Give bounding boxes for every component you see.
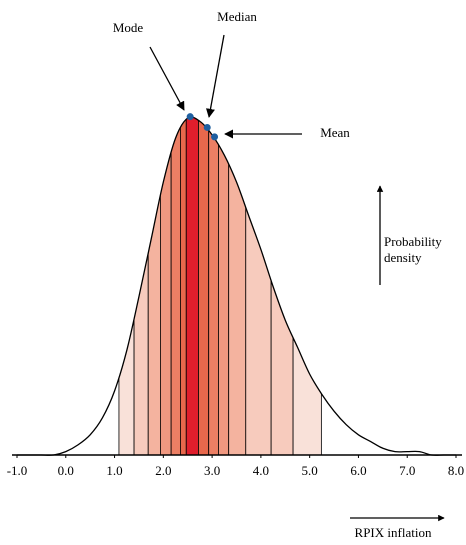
x-tick-label: -1.0	[7, 463, 28, 478]
annotation-label: Mode	[113, 20, 144, 35]
annotation-marker	[186, 113, 194, 121]
fan-band	[180, 116, 187, 456]
fan-band	[185, 116, 199, 456]
fan-band	[198, 116, 210, 456]
annotation-label: Mean	[320, 125, 350, 140]
annotation-marker	[203, 123, 211, 131]
x-tick-label: 0.0	[58, 463, 74, 478]
bands	[118, 116, 322, 456]
x-tick-label: 1.0	[106, 463, 122, 478]
x-tick-label: 6.0	[350, 463, 366, 478]
x-tick-label: 8.0	[448, 463, 464, 478]
fan-band	[118, 116, 135, 456]
x-tick-label: 4.0	[253, 463, 269, 478]
fan-band	[228, 116, 247, 456]
x-tick-label: 2.0	[155, 463, 171, 478]
y-axis-label: Probability density	[384, 234, 442, 265]
x-tick-label: 7.0	[399, 463, 415, 478]
fan-band	[133, 116, 149, 456]
x-tick-label: 5.0	[302, 463, 318, 478]
density-curve	[16, 116, 456, 456]
fan-band	[170, 116, 181, 456]
fan-band	[147, 116, 161, 456]
annotation-arrow	[205, 34, 225, 118]
fan-band	[245, 116, 272, 456]
fan-band	[218, 116, 230, 456]
fan-band	[208, 116, 219, 456]
x-tick-label: 3.0	[204, 463, 220, 478]
fan-band	[270, 116, 294, 456]
annotation-arrow	[149, 46, 185, 111]
annotation-marker	[211, 133, 219, 141]
annotation-label: Median	[217, 9, 257, 24]
x-axis-label: RPIX inflation	[355, 525, 432, 540]
